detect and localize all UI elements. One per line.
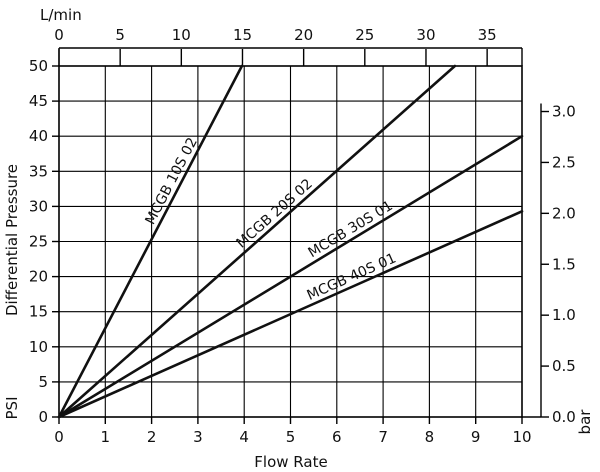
- x-tick-label: 4: [239, 428, 249, 446]
- series-line: [57, 64, 244, 419]
- x-tick-label: 10: [512, 428, 531, 446]
- top-tick-label: 30: [416, 26, 435, 44]
- y-tick-label: 0: [38, 408, 48, 426]
- top-tick-label: 0: [54, 26, 64, 44]
- right-tick-label: 2.0: [552, 204, 576, 222]
- x-tick-label: 8: [425, 428, 435, 446]
- top-tick-label: 15: [233, 26, 252, 44]
- right-tick-label: 2.5: [552, 153, 576, 171]
- y-tick-label: 20: [29, 268, 48, 286]
- y-tick-label: 25: [29, 233, 48, 251]
- y-axis-title: Differential Pressure: [3, 164, 21, 316]
- x-tick-label: 6: [332, 428, 342, 446]
- right-tick-label: 1.5: [552, 255, 576, 273]
- y-tick-label: 40: [29, 127, 48, 145]
- top-tick-label: 20: [294, 26, 313, 44]
- x-tick-label: 2: [147, 428, 157, 446]
- right-tick-label: 1.0: [552, 306, 576, 324]
- right-tick-label: 3.0: [552, 103, 576, 121]
- x-tick-label: 3: [193, 428, 203, 446]
- series-label: MCGB 20S 02: [234, 176, 316, 251]
- series-label: MCGB 30S 01: [306, 198, 396, 261]
- tick-marks: [52, 47, 549, 424]
- y-tick-label: 10: [29, 338, 48, 356]
- top-tick-label: 10: [172, 26, 191, 44]
- y-tick-label: 35: [29, 162, 48, 180]
- top-tick-label: 35: [478, 26, 497, 44]
- right-tick-label: 0.0: [552, 408, 576, 426]
- top-axis-title: L/min: [40, 6, 82, 24]
- y-tick-label: 15: [29, 303, 48, 321]
- top-tick-label: 5: [115, 26, 125, 44]
- y-tick-label: 45: [29, 92, 48, 110]
- series-line: [57, 210, 524, 419]
- x-tick-label: 1: [101, 428, 111, 446]
- top-tick-label: 25: [355, 26, 374, 44]
- right-tick-label: 0.5: [552, 357, 576, 375]
- y-unit-label: PSI: [3, 397, 21, 420]
- x-axis-title: Flow Rate: [254, 453, 327, 471]
- x-tick-label: 0: [54, 428, 64, 446]
- series-line: [57, 64, 457, 419]
- y-tick-label: 50: [29, 57, 48, 75]
- right-axis-title: bar: [576, 409, 594, 435]
- y-tick-label: 5: [38, 373, 48, 391]
- x-tick-label: 9: [471, 428, 481, 446]
- y-tick-label: 30: [29, 197, 48, 215]
- x-tick-label: 5: [286, 428, 296, 446]
- x-tick-label: 7: [378, 428, 388, 446]
- series-line: [57, 134, 524, 419]
